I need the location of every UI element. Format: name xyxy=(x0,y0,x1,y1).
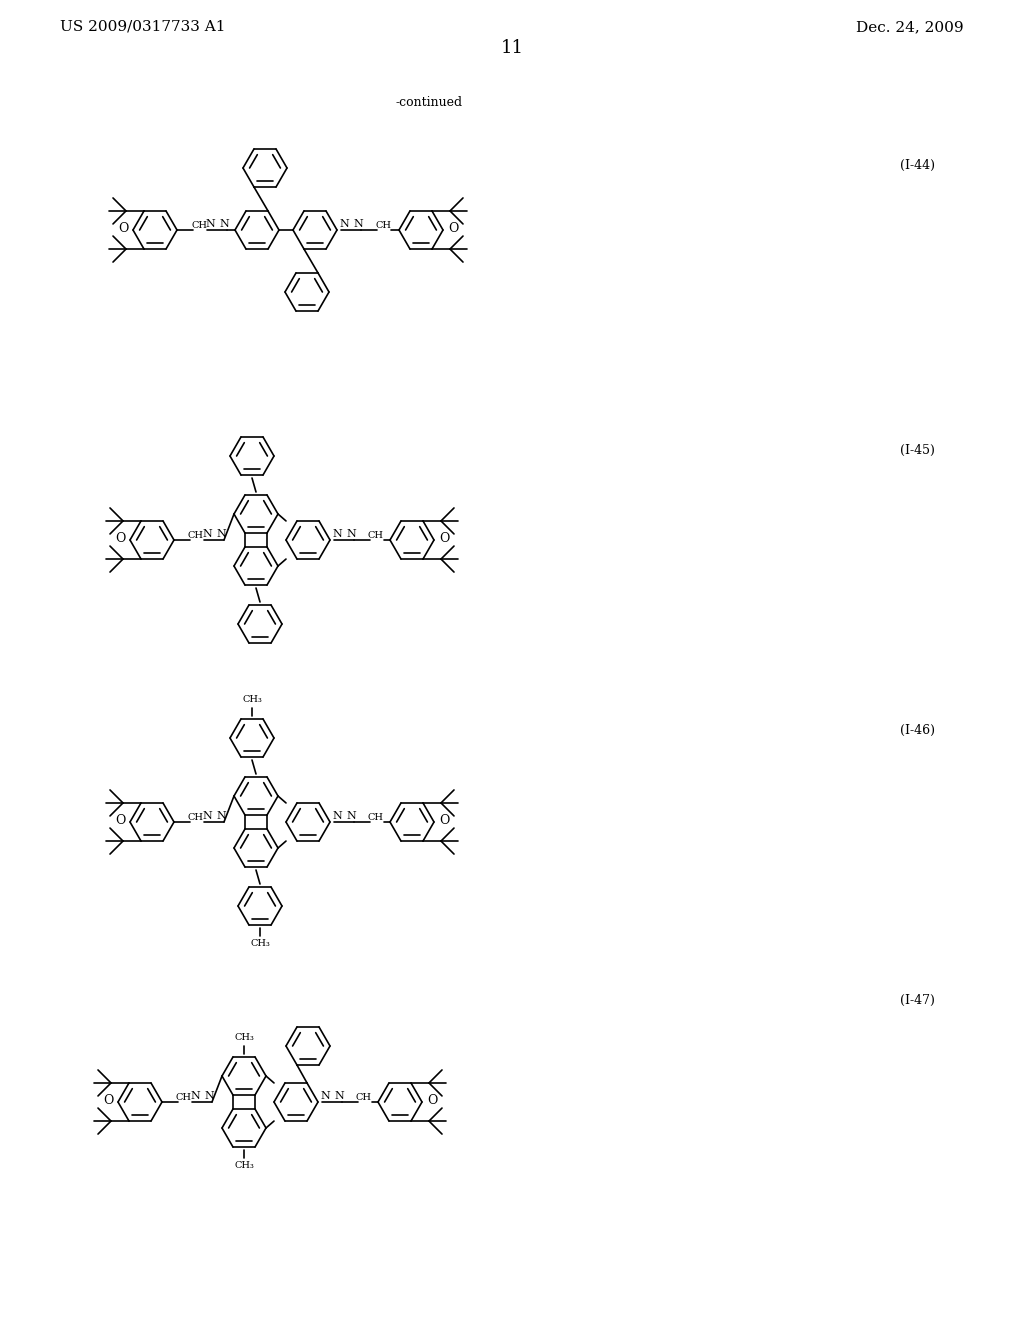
Text: N: N xyxy=(202,529,212,539)
Text: -continued: -continued xyxy=(395,95,462,108)
Text: N: N xyxy=(346,529,356,539)
Text: CH: CH xyxy=(356,1093,372,1102)
Text: CH₃: CH₃ xyxy=(242,696,262,705)
Text: O: O xyxy=(427,1094,437,1107)
Text: N: N xyxy=(205,219,215,228)
Text: N: N xyxy=(216,529,226,539)
Text: N: N xyxy=(334,1092,344,1101)
Text: Dec. 24, 2009: Dec. 24, 2009 xyxy=(856,20,964,34)
Text: (I-46): (I-46) xyxy=(900,723,935,737)
Text: O: O xyxy=(115,814,125,828)
Text: CH₃: CH₃ xyxy=(234,1034,254,1043)
Text: N: N xyxy=(219,219,229,228)
Text: N: N xyxy=(332,529,342,539)
Text: 11: 11 xyxy=(501,40,523,57)
Text: (I-45): (I-45) xyxy=(900,444,935,457)
Text: CH: CH xyxy=(368,532,384,540)
Text: O: O xyxy=(115,532,125,545)
Text: O: O xyxy=(102,1094,114,1107)
Text: CH: CH xyxy=(191,222,207,231)
Text: O: O xyxy=(439,814,450,828)
Text: CH: CH xyxy=(188,813,204,822)
Text: N: N xyxy=(321,1092,330,1101)
Text: O: O xyxy=(447,223,458,235)
Text: CH: CH xyxy=(368,813,384,822)
Text: N: N xyxy=(204,1092,214,1101)
Text: N: N xyxy=(346,810,356,821)
Text: CH: CH xyxy=(188,532,204,540)
Text: (I-44): (I-44) xyxy=(900,158,935,172)
Text: N: N xyxy=(332,810,342,821)
Text: N: N xyxy=(190,1092,200,1101)
Text: CH: CH xyxy=(375,222,391,231)
Text: CH: CH xyxy=(176,1093,193,1102)
Text: N: N xyxy=(216,810,226,821)
Text: N: N xyxy=(339,219,349,228)
Text: N: N xyxy=(202,810,212,821)
Text: (I-47): (I-47) xyxy=(900,994,935,1006)
Text: O: O xyxy=(118,223,128,235)
Text: N: N xyxy=(353,219,362,228)
Text: US 2009/0317733 A1: US 2009/0317733 A1 xyxy=(60,20,225,34)
Text: CH₃: CH₃ xyxy=(250,940,270,949)
Text: O: O xyxy=(439,532,450,545)
Text: CH₃: CH₃ xyxy=(234,1162,254,1171)
